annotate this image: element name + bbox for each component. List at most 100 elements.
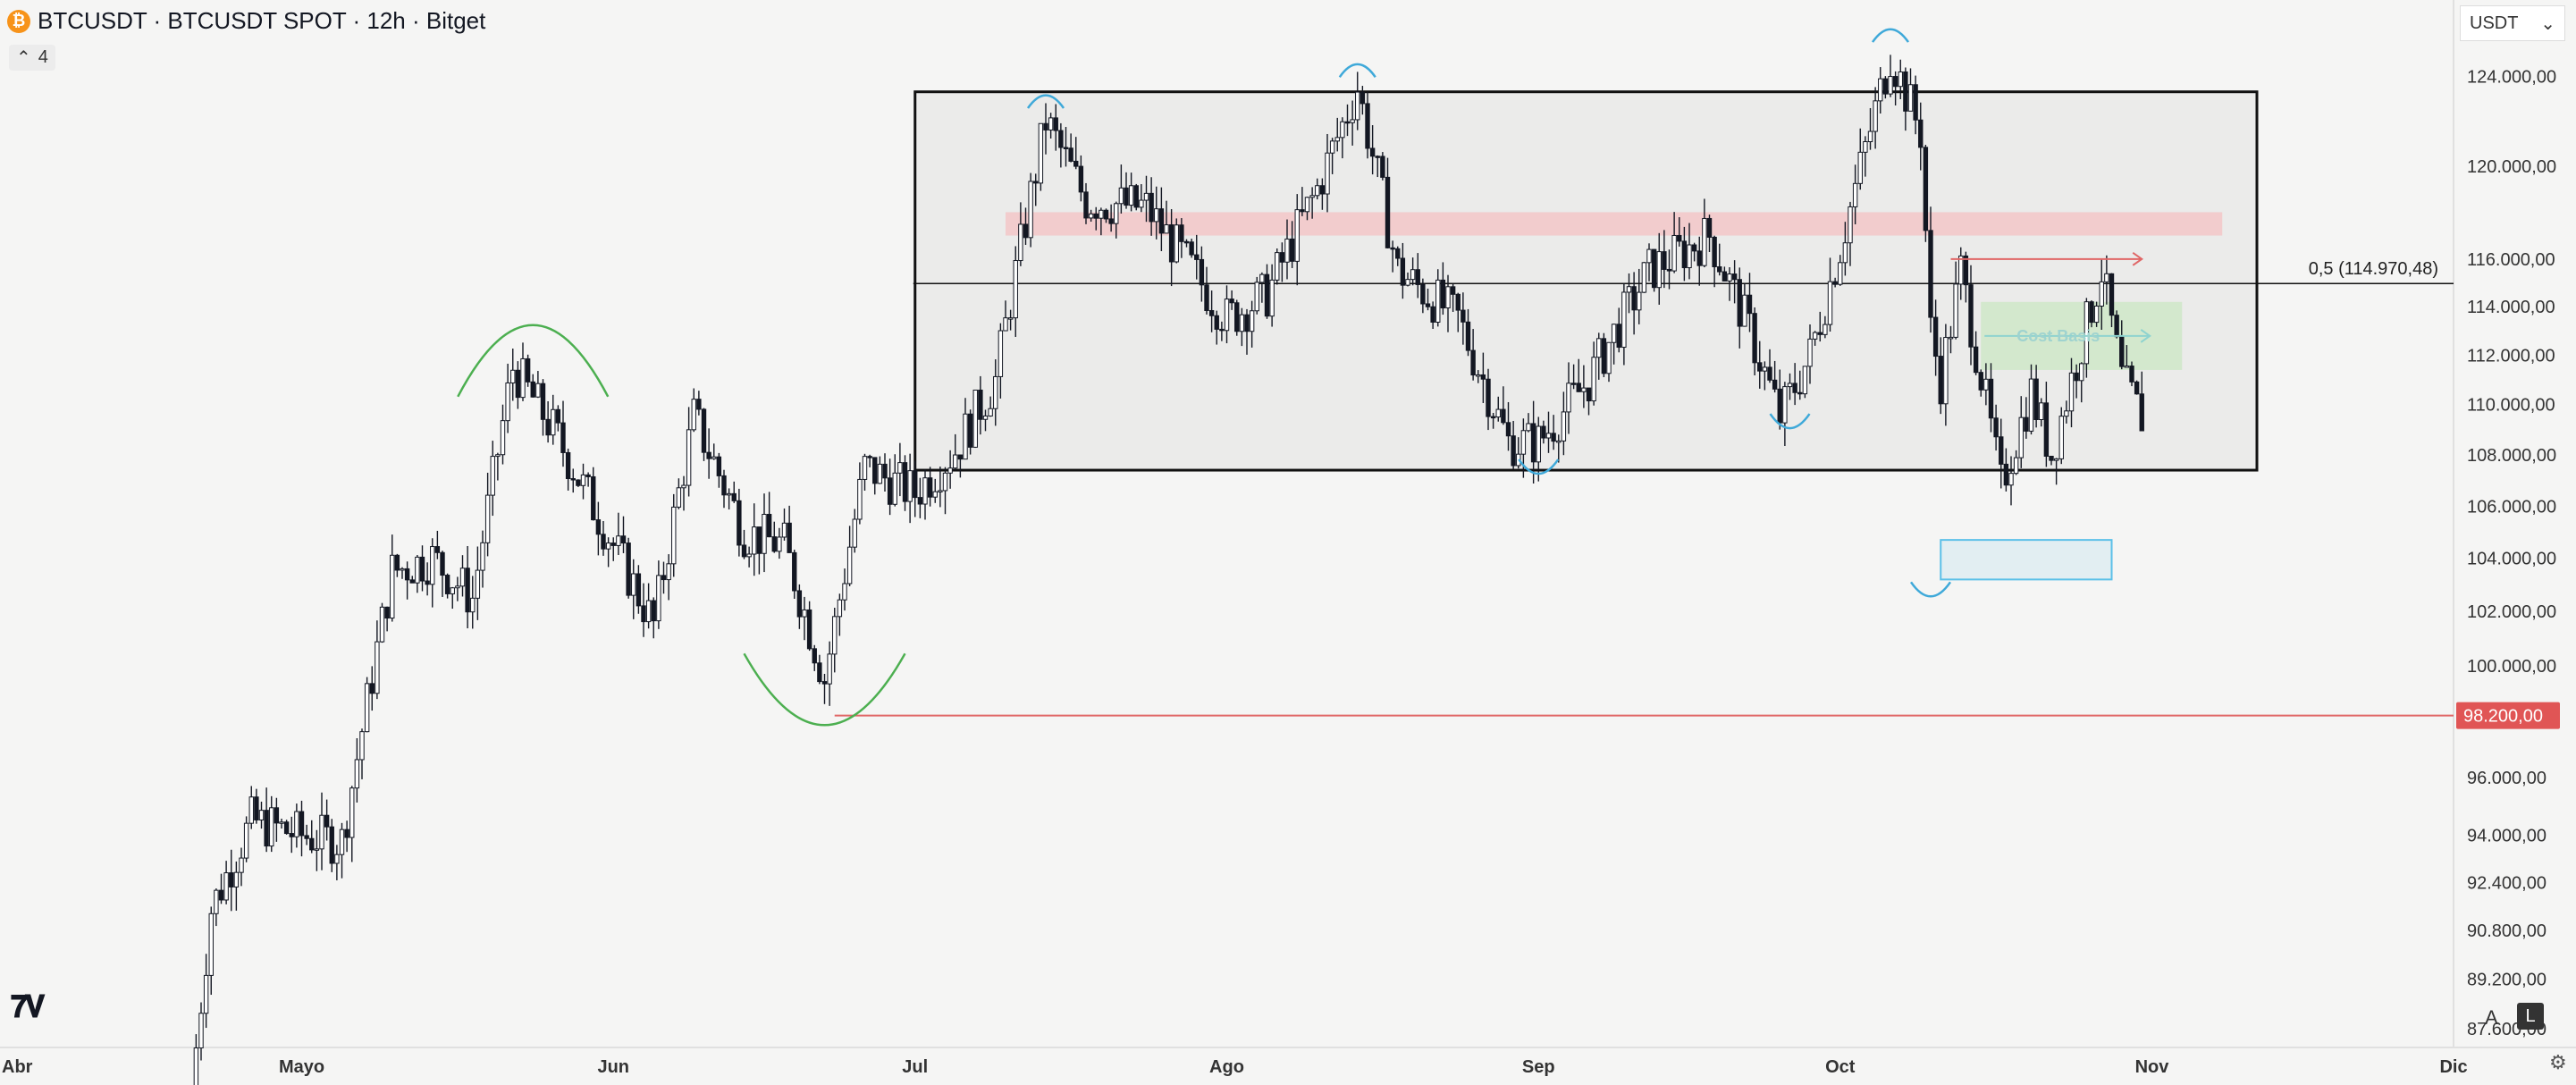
candle-body bbox=[620, 535, 627, 544]
candle-body bbox=[334, 854, 340, 864]
candle-body bbox=[1651, 248, 1657, 289]
candle-body bbox=[2033, 378, 2039, 421]
candle-body bbox=[1319, 185, 1326, 195]
tradingview-logo-icon[interactable]: 𝟕𝐕 bbox=[11, 990, 45, 1024]
candle-body bbox=[867, 456, 872, 458]
candle-body bbox=[777, 536, 782, 552]
log-scale-button[interactable]: L bbox=[2517, 1003, 2544, 1030]
candle-body bbox=[1380, 156, 1385, 178]
candle-body bbox=[1279, 252, 1285, 263]
candle-body bbox=[852, 518, 857, 548]
candle-body bbox=[2124, 366, 2130, 368]
candle-body bbox=[746, 553, 752, 558]
candle-body bbox=[1143, 192, 1149, 201]
candles bbox=[193, 55, 2144, 1085]
candle-body bbox=[651, 600, 656, 622]
candle-body bbox=[459, 568, 466, 587]
candle-body bbox=[289, 833, 294, 837]
candle-body bbox=[1219, 328, 1225, 332]
candle-body bbox=[480, 542, 485, 571]
candle-body bbox=[2064, 410, 2069, 417]
candle-body bbox=[1621, 291, 1627, 349]
symbol-title[interactable]: BTCUSDT · BTCUSDT SPOT · 12h · Bitget bbox=[38, 7, 486, 34]
candle-body bbox=[1752, 313, 1757, 364]
time-tick-label: Mayo bbox=[279, 1057, 324, 1077]
candle-body bbox=[1325, 152, 1330, 195]
candle-body bbox=[1093, 213, 1099, 219]
candle-body bbox=[1867, 130, 1873, 143]
price-tick-label: 102.000,00 bbox=[2467, 602, 2556, 622]
price-tick-label: 116.000,00 bbox=[2467, 250, 2555, 270]
candle-body bbox=[470, 597, 476, 613]
candle-body bbox=[1068, 147, 1073, 162]
candle-body bbox=[1963, 255, 1969, 286]
candle-body bbox=[721, 475, 727, 496]
candle-body bbox=[525, 357, 531, 383]
candle-body bbox=[716, 456, 722, 476]
candle-body bbox=[1928, 230, 1933, 318]
candle-body bbox=[978, 389, 983, 420]
candle-body bbox=[1983, 378, 1989, 391]
candle-body bbox=[1501, 408, 1506, 424]
candle-body bbox=[1570, 383, 1577, 385]
gear-icon[interactable]: ⚙ bbox=[2549, 1051, 2567, 1073]
candle-body bbox=[505, 382, 510, 422]
candle-body bbox=[726, 492, 732, 496]
candle-body bbox=[1058, 130, 1064, 148]
candle-body bbox=[1581, 387, 1587, 392]
candle-body bbox=[1430, 306, 1435, 323]
candle-body bbox=[1631, 286, 1637, 311]
candle-body bbox=[967, 413, 973, 448]
price-tick-label: 110.000,00 bbox=[2467, 396, 2555, 416]
indicators-toggle[interactable]: ⌃ 4 bbox=[9, 45, 55, 71]
auto-scale-button[interactable]: A bbox=[2485, 1006, 2498, 1029]
candle-body bbox=[404, 568, 410, 581]
candle-body bbox=[832, 616, 838, 655]
candle-body bbox=[942, 472, 948, 492]
currency-select[interactable]: USDT ⌄ bbox=[2460, 5, 2565, 41]
indicator-count: 4 bbox=[38, 47, 48, 67]
candle-body bbox=[1440, 279, 1446, 309]
candle-body bbox=[1486, 378, 1491, 417]
time-tick-label: Jun bbox=[597, 1057, 629, 1077]
candle-body bbox=[1028, 181, 1033, 239]
candle-body bbox=[1369, 147, 1376, 157]
candle-body bbox=[585, 474, 591, 477]
candle-body bbox=[1360, 91, 1366, 105]
candle-body bbox=[2114, 315, 2119, 338]
candle-body bbox=[484, 494, 491, 543]
candle-body bbox=[1038, 122, 1044, 184]
candle-body bbox=[1968, 284, 1974, 348]
order-block-arrow-head bbox=[2140, 329, 2151, 343]
candle-body bbox=[243, 822, 249, 859]
candle-body bbox=[913, 470, 918, 499]
candle-body bbox=[686, 429, 692, 486]
candle-body bbox=[1671, 234, 1677, 272]
candle-body bbox=[430, 546, 435, 585]
candle-body bbox=[495, 454, 501, 458]
candle-body bbox=[375, 641, 380, 694]
candle-body bbox=[1375, 156, 1380, 158]
candle-body bbox=[902, 462, 908, 502]
candle-body bbox=[1958, 255, 1964, 285]
candle-body bbox=[1742, 294, 1747, 327]
candle-body bbox=[1133, 185, 1139, 208]
candle-body bbox=[1823, 324, 1828, 335]
candle-body bbox=[2093, 305, 2100, 324]
candle-body bbox=[846, 546, 853, 585]
candle-body bbox=[565, 451, 571, 480]
candle-body bbox=[258, 810, 265, 820]
candle-body bbox=[1838, 262, 1843, 285]
candle-body bbox=[1637, 291, 1642, 311]
top-arc bbox=[1871, 28, 1910, 43]
candle-body bbox=[932, 491, 938, 498]
candle-body bbox=[1802, 366, 1808, 395]
bitcoin-icon: ₿ bbox=[7, 9, 30, 33]
candle-body bbox=[279, 821, 284, 824]
candle-body bbox=[681, 484, 686, 489]
candle-body bbox=[1576, 383, 1581, 392]
candle-body bbox=[193, 1047, 199, 1085]
candle-body bbox=[1410, 269, 1416, 281]
candle-body bbox=[299, 811, 305, 837]
